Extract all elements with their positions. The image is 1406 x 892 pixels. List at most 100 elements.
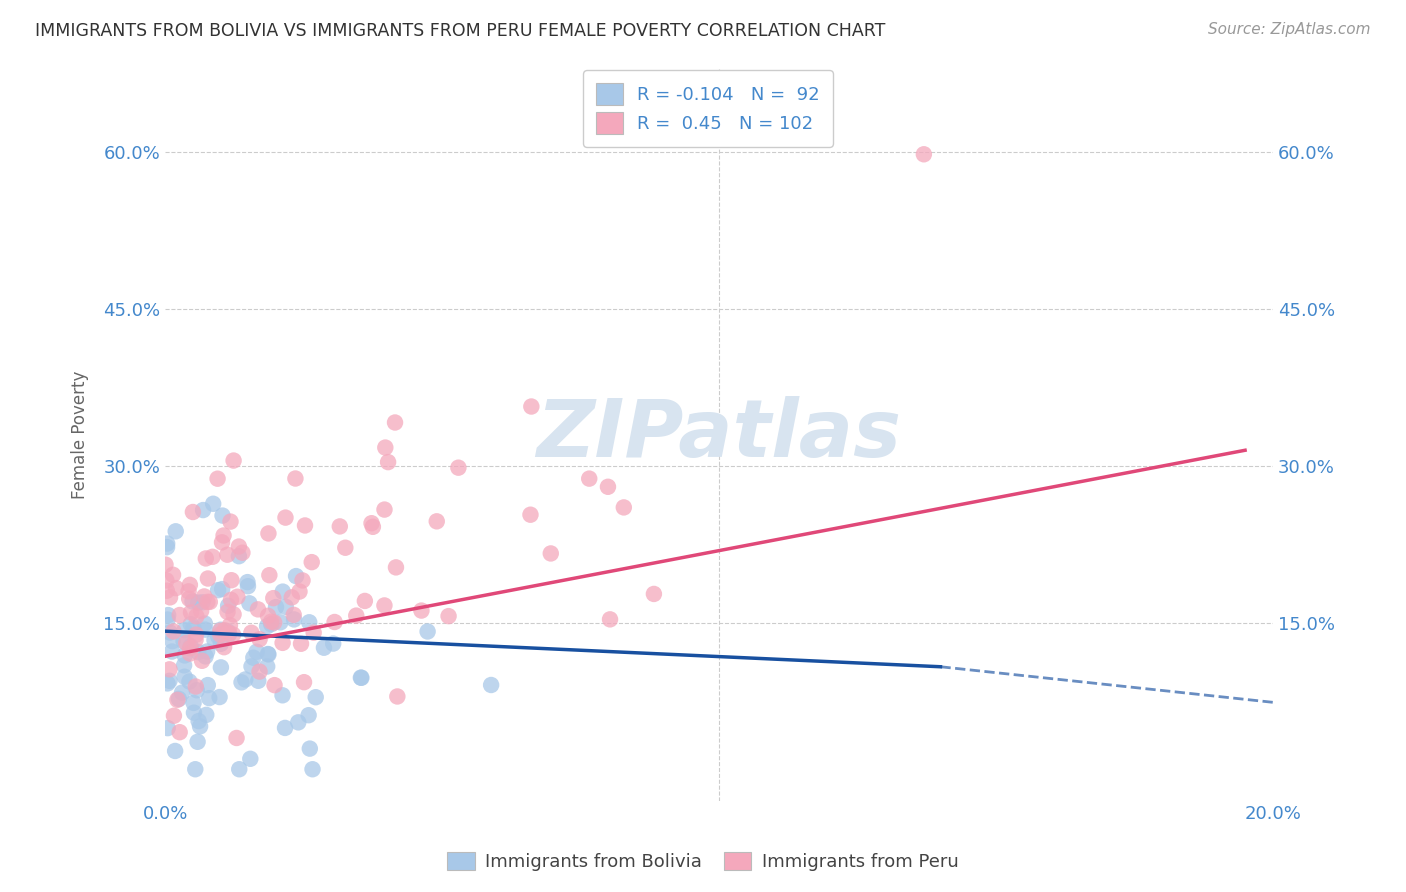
Point (179, 647, 201, 661)
Point (217, 599, 239, 613)
Point (193, 590, 215, 604)
Point (209, 637, 232, 651)
Point (274, 510, 297, 524)
Point (157, 608, 180, 623)
Point (236, 575, 259, 590)
Point (373, 599, 395, 613)
Point (209, 624, 232, 638)
Point (256, 659, 278, 673)
Point (214, 624, 236, 638)
Point (217, 605, 239, 619)
Point (156, 721, 179, 735)
Y-axis label: Female Poverty: Female Poverty (72, 370, 89, 499)
Point (301, 762, 323, 776)
Point (613, 500, 636, 515)
Point (219, 592, 242, 607)
Text: ZIPatlas: ZIPatlas (537, 395, 901, 474)
Point (249, 632, 271, 647)
Point (159, 673, 181, 688)
Point (187, 735, 209, 749)
Point (233, 673, 256, 687)
Point (226, 590, 249, 604)
Point (195, 644, 218, 658)
Point (301, 555, 323, 569)
Point (180, 606, 202, 620)
Point (173, 623, 195, 637)
Point (257, 526, 280, 541)
Point (188, 719, 211, 733)
Point (186, 683, 208, 698)
Point (294, 518, 316, 533)
Point (179, 641, 201, 656)
Point (361, 520, 384, 534)
Point (159, 625, 181, 640)
Point (204, 633, 226, 648)
Point (156, 540, 179, 554)
Point (387, 690, 409, 704)
Point (184, 762, 207, 776)
Point (447, 460, 470, 475)
Point (257, 647, 280, 661)
Point (246, 645, 269, 659)
Point (209, 660, 232, 674)
Point (284, 471, 307, 485)
Point (228, 762, 250, 776)
Point (169, 607, 191, 622)
Point (181, 505, 204, 519)
Point (179, 591, 201, 606)
Point (263, 678, 285, 692)
Point (211, 508, 233, 523)
Point (218, 627, 240, 641)
Point (262, 591, 284, 606)
Point (416, 624, 439, 639)
Point (186, 609, 208, 624)
Point (479, 678, 502, 692)
Point (179, 674, 201, 689)
Point (173, 670, 195, 684)
Point (329, 519, 352, 533)
Point (323, 615, 346, 629)
Point (298, 615, 321, 630)
Point (162, 567, 184, 582)
Point (249, 665, 271, 679)
Point (159, 662, 181, 676)
Point (360, 516, 382, 531)
Point (297, 708, 319, 723)
Point (354, 594, 377, 608)
Point (218, 626, 240, 640)
Point (219, 515, 242, 529)
Point (194, 623, 217, 637)
Point (225, 731, 247, 745)
Point (231, 546, 253, 560)
Point (283, 607, 305, 622)
Point (312, 640, 335, 655)
Point (162, 634, 184, 648)
Point (173, 634, 195, 648)
Point (173, 658, 195, 673)
Point (246, 602, 269, 616)
Point (212, 528, 235, 542)
Point (259, 568, 281, 582)
Point (207, 472, 229, 486)
Point (256, 619, 278, 633)
Point (222, 627, 245, 641)
Point (191, 595, 214, 609)
Point (437, 609, 460, 624)
Point (374, 441, 396, 455)
Point (180, 617, 202, 632)
Point (596, 480, 619, 494)
Legend: R = -0.104   N =  92, R =  0.45   N = 102: R = -0.104 N = 92, R = 0.45 N = 102 (583, 70, 832, 147)
Point (184, 627, 207, 641)
Point (165, 581, 187, 595)
Point (191, 654, 214, 668)
Point (298, 741, 321, 756)
Point (292, 675, 315, 690)
Legend: Immigrants from Bolivia, Immigrants from Peru: Immigrants from Bolivia, Immigrants from… (440, 845, 966, 879)
Point (281, 591, 304, 605)
Point (377, 455, 399, 469)
Point (288, 584, 311, 599)
Point (411, 604, 433, 618)
Point (271, 688, 294, 702)
Point (209, 623, 232, 637)
Point (190, 604, 212, 618)
